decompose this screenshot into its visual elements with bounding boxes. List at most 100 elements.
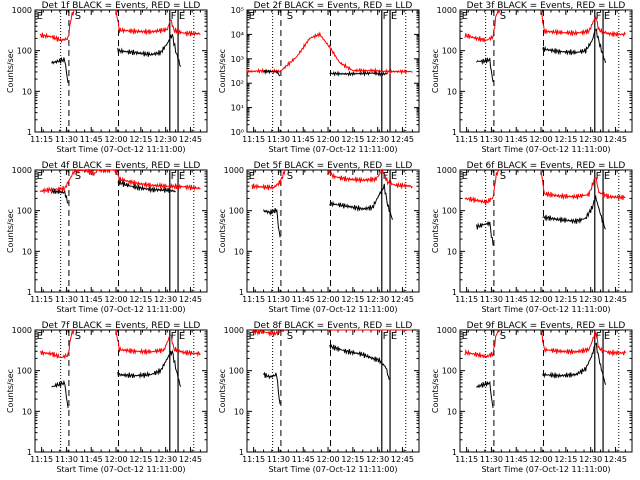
series-lld [464,329,501,359]
x-tick-label: 12:45 [604,295,627,304]
y-axis-label: Counts/sec [431,209,440,253]
marker-label: E [37,331,43,342]
panel-title: Det 7f BLACK = Events, RED = LLD [42,321,201,331]
x-tick-label: 12:45 [179,135,202,144]
y-tick-label: 10⁵ [231,6,244,15]
marker-label: F [383,11,389,22]
marker-label: E [249,171,255,182]
panel-det-2f: Det 2f BLACK = Events, RED = LLD 10⁰ 10¹ 10… [218,1,420,154]
panel-title: Det 4f BLACK = Events, RED = LLD [42,161,201,171]
marker-label: F [171,331,177,342]
y-tick-label: 1 [27,288,32,297]
marker-label: E [249,11,255,22]
panel-title: Det 1f BLACK = Events, RED = LLD [42,1,201,11]
series-events [263,207,281,238]
x-tick-label: 12:45 [391,455,414,464]
panel-det-5f: Det 5f BLACK = Events, RED = LLD 1 10 100 10… [218,161,420,314]
x-tick-label: 12:30 [154,135,177,144]
x-tick-label: 12:00 [530,135,553,144]
y-tick-label: 100 [17,47,32,56]
series-events [51,379,69,409]
y-tick-label: 1000 [12,166,32,175]
y-tick-label: 10¹ [231,104,244,113]
marker-label: E [604,171,610,182]
x-tick-label: 12:45 [391,295,414,304]
marker-label: E [604,331,610,342]
y-tick-label: 10² [231,79,244,88]
x-tick-label: 12:15 [129,135,152,144]
x-tick-label: 11:45 [292,295,315,304]
x-tick-label: 12:00 [317,135,340,144]
series-events [476,57,494,83]
y-tick-label: 10 [22,407,32,416]
x-axis-label: Start Time (07-Oct-12 11:11:00) [56,465,185,474]
x-tick-label: 11:45 [80,135,103,144]
axes-frame [34,329,208,453]
x-tick-label: 12:00 [530,455,553,464]
y-axis-label: Counts/sec [6,49,15,93]
series-events [329,343,390,380]
series-events [51,56,69,84]
marker-label: S [75,331,81,342]
y-tick-label: 1000 [437,166,457,175]
panel-title: Det 9f BLACK = Events, RED = LLD [467,321,626,331]
x-tick-label: 11:45 [80,455,103,464]
x-tick-label: 12:00 [530,295,553,304]
series-events [476,380,494,409]
x-tick-label: 12:15 [129,455,152,464]
axes-frame [459,329,633,453]
y-tick-label: 1 [27,448,32,457]
y-axis-label: Counts/sec [218,369,227,413]
marker-label: S [287,331,293,342]
x-tick-label: 12:30 [366,455,389,464]
marker-label: E [179,11,185,22]
marker-label: E [37,171,43,182]
x-tick-label: 11:45 [292,455,315,464]
series-events [263,371,281,405]
panel-title: Det 5f BLACK = Events, RED = LLD [254,161,413,171]
panel-det-3f: Det 3f BLACK = Events, RED = LLD 1 10 100 10… [431,1,633,154]
x-tick-label: 11:15 [455,455,478,464]
marker-label: E [462,171,468,182]
panel-det-9f: Det 9f BLACK = Events, RED = LLD 1 10 100 10… [431,321,633,474]
panel-det-4f: Det 4f BLACK = Events, RED = LLD 1 10 100 10… [6,161,208,314]
y-tick-label: 10³ [231,55,244,64]
marker-label: E [37,11,43,22]
marker-label: F [171,171,177,182]
y-tick-label: 1 [452,128,457,137]
x-axis-label: Start Time (07-Oct-12 11:11:00) [481,465,610,474]
x-tick-label: 12:00 [105,455,128,464]
panel-title: Det 2f BLACK = Events, RED = LLD [254,1,413,11]
y-tick-label: 1000 [437,326,457,335]
y-axis-label: Counts/sec [6,209,15,253]
series-lld [39,168,201,195]
marker-label: F [596,171,602,182]
x-tick-label: 11:45 [505,135,528,144]
x-axis-label: Start Time (07-Oct-12 11:11:00) [56,145,185,154]
x-axis-label: Start Time (07-Oct-12 11:11:00) [481,145,610,154]
x-axis-label: Start Time (07-Oct-12 11:11:00) [268,305,397,314]
y-tick-label: 1 [452,448,457,457]
x-tick-label: 11:15 [242,295,265,304]
y-tick-label: 1 [452,288,457,297]
y-axis-label: Counts/sec [431,49,440,93]
x-tick-label: 11:45 [505,295,528,304]
x-axis-label: Start Time (07-Oct-12 11:11:00) [268,145,397,154]
y-tick-label: 100 [17,207,32,216]
series-lld [115,329,201,358]
x-tick-label: 11:30 [267,135,290,144]
x-tick-label: 11:30 [55,455,78,464]
panel-det-1f: Det 1f BLACK = Events, RED = LLD 1 10 100 10… [6,1,208,154]
marker-label: S [500,331,506,342]
x-tick-label: 12:00 [317,455,340,464]
y-tick-label: 100 [442,207,457,216]
x-tick-label: 11:15 [30,135,53,144]
y-tick-label: 1000 [12,326,32,335]
y-axis-label: Counts/sec [218,209,227,253]
y-tick-label: 10 [22,87,32,96]
x-axis-label: Start Time (07-Oct-12 11:11:00) [481,305,610,314]
series-events [542,28,606,64]
series-events [476,221,494,246]
x-tick-label: 11:30 [480,455,503,464]
